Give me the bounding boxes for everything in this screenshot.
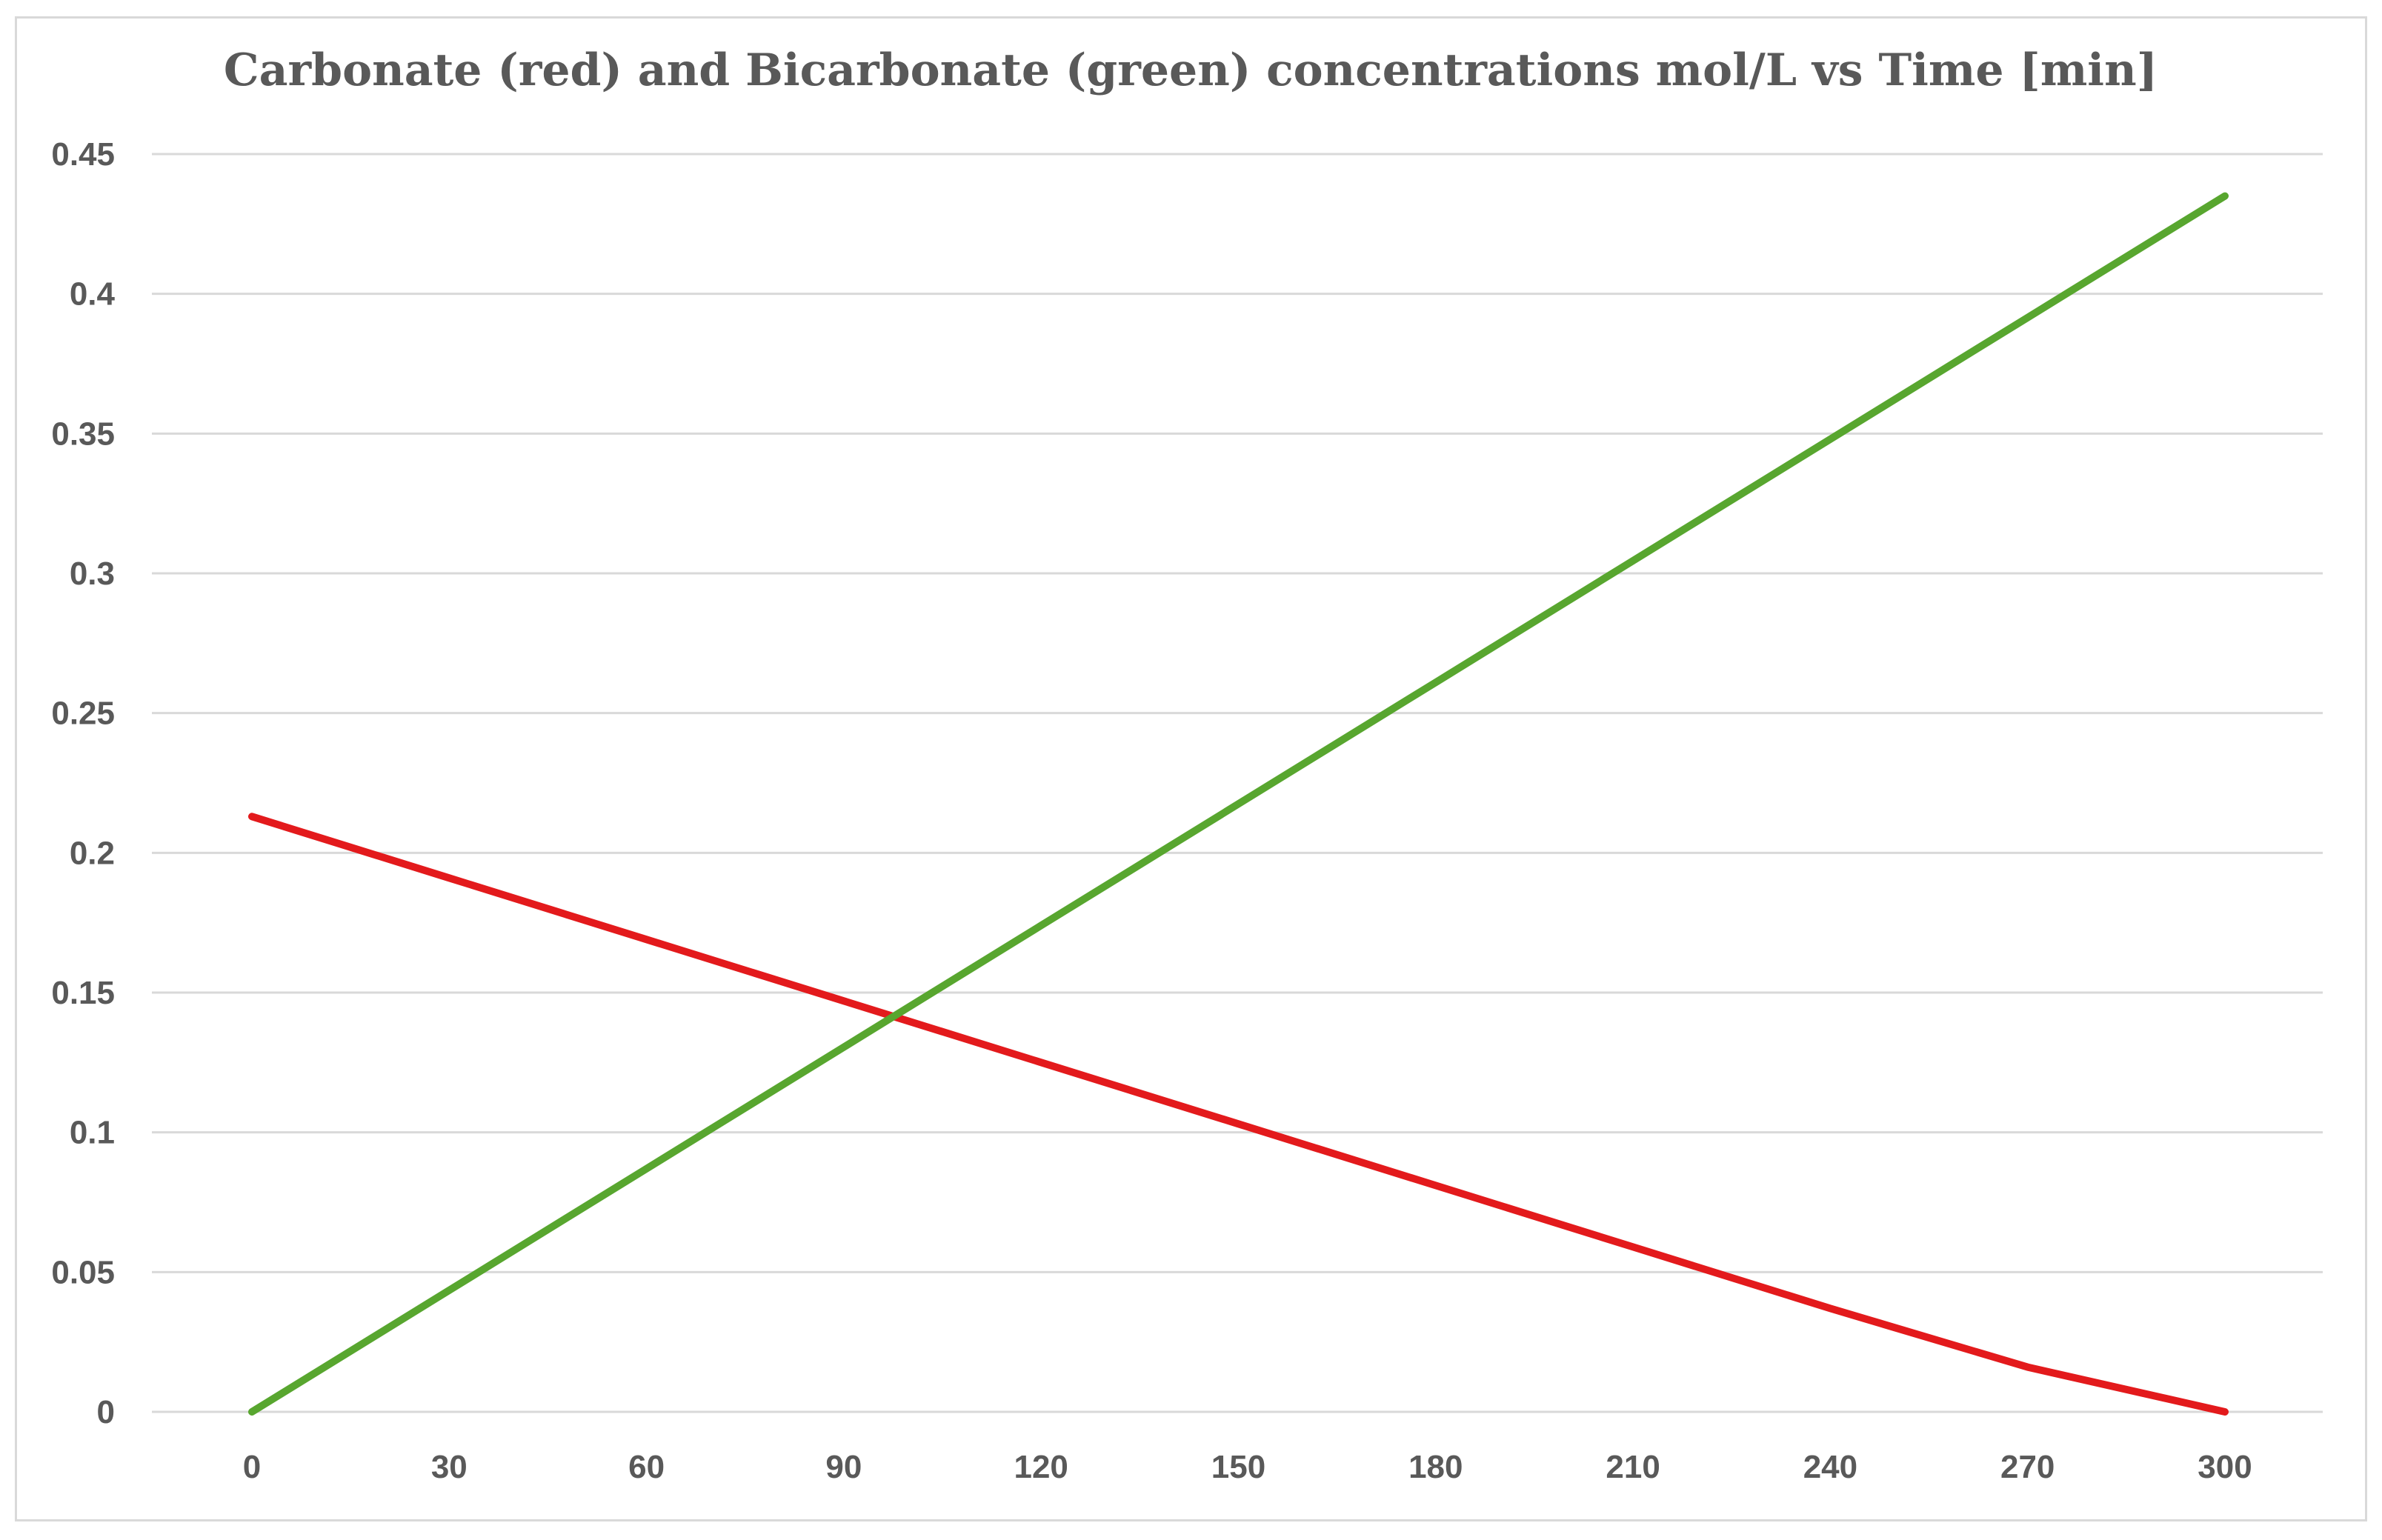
y-tick-label: 0.05 [51, 1254, 115, 1290]
x-tick-label: 30 [431, 1449, 468, 1485]
y-tick-label: 0.25 [51, 696, 115, 732]
y-tick-label: 0.1 [70, 1115, 115, 1151]
x-tick-label: 90 [825, 1449, 862, 1485]
series-line-2 [248, 192, 2229, 1416]
y-tick-label: 0.3 [70, 556, 115, 592]
gridlines [152, 153, 2323, 1413]
x-tick-label: 0 [243, 1449, 261, 1485]
series-lines [248, 192, 2229, 1416]
x-tick-label: 180 [1408, 1449, 1463, 1485]
x-tick-label: 120 [1014, 1449, 1068, 1485]
x-tick-label: 150 [1211, 1449, 1265, 1485]
y-axis-ticks: 0 0.05 0.1 0.15 0.2 0.25 0.3 0.35 0.4 0.45 [51, 136, 115, 1430]
x-tick-label: 240 [1803, 1449, 1857, 1485]
x-axis-ticks: 0 30 60 90 120 150 180 210 240 270 300 [243, 1449, 2252, 1485]
y-tick-label: 0.15 [51, 975, 115, 1011]
series-line-1 [248, 813, 2229, 1416]
x-tick-label: 270 [2000, 1449, 2055, 1485]
y-tick-label: 0.35 [51, 416, 115, 452]
x-tick-label: 300 [2198, 1449, 2252, 1485]
y-tick-label: 0 [97, 1394, 115, 1430]
y-tick-label: 0.2 [70, 835, 115, 871]
y-tick-label: 0.4 [70, 276, 116, 313]
x-tick-label: 210 [1606, 1449, 1660, 1485]
x-tick-label: 60 [628, 1449, 665, 1485]
y-tick-label: 0.45 [51, 136, 115, 173]
chart-frame [15, 16, 2367, 1521]
chart-title: Carbonate (red) and Bicarbonate (green) … [224, 44, 2158, 96]
